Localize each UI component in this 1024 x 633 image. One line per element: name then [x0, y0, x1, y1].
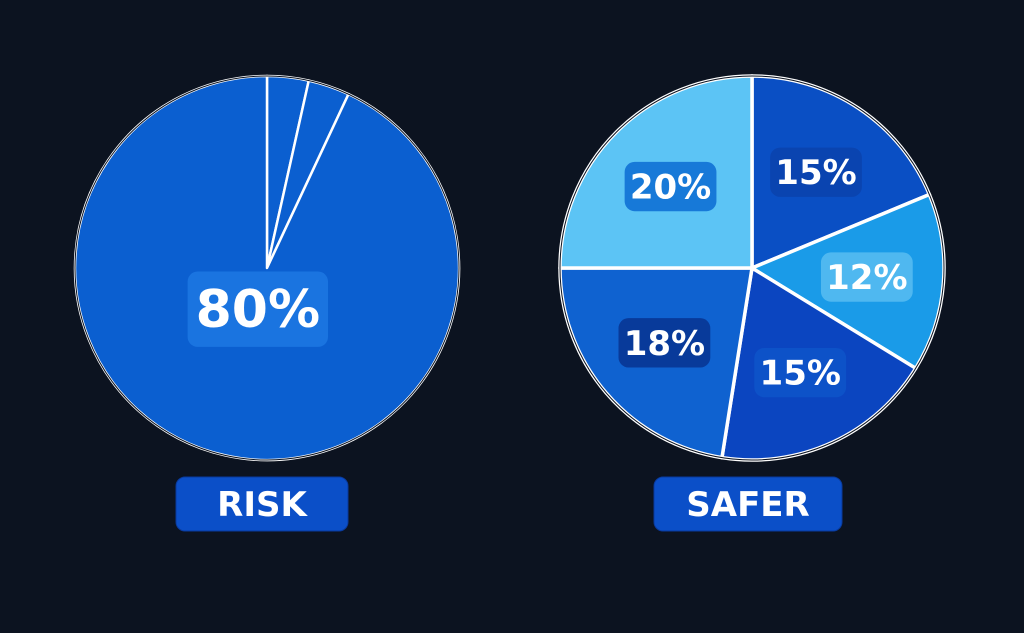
pie-outline [559, 75, 945, 461]
label-badge [618, 318, 711, 368]
title-badge [175, 476, 349, 532]
value-label: 18% [624, 324, 705, 364]
label-badge [770, 147, 862, 197]
chart-title: SAFER [686, 485, 809, 525]
value-label: 20% [630, 168, 711, 208]
pie-outline [74, 75, 460, 461]
value-label: 15% [775, 153, 856, 193]
pie-slice [73, 74, 461, 462]
chart-title: RISK [217, 485, 308, 525]
value-label: 15% [760, 354, 841, 394]
label-badge [754, 347, 847, 398]
value-label: 12% [826, 258, 907, 298]
label-badge [187, 271, 329, 347]
title-badge [653, 476, 843, 532]
value-label: 80% [196, 280, 320, 340]
label-badge [624, 161, 717, 212]
label-badge [820, 252, 913, 302]
